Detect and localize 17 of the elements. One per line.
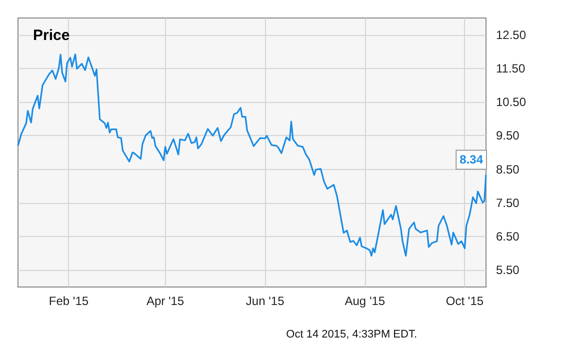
y-tick-label: 7.50 <box>496 196 520 210</box>
y-tick-label: 5.50 <box>496 263 520 278</box>
y-tick-label: 11.50 <box>496 61 526 76</box>
x-tick-label: Apr '15 <box>146 294 184 308</box>
data-label: 8.34 <box>460 152 484 167</box>
x-tick-label: Oct '15 <box>446 294 484 308</box>
x-tick-label: Jun '15 <box>246 294 285 308</box>
x-tick-label: Aug '15 <box>344 294 386 308</box>
y-tick-label: 8.50 <box>496 162 520 176</box>
x-tick-label: Feb '15 <box>48 294 89 308</box>
y-tick-label: 9.50 <box>496 128 520 143</box>
y-tick-label: 12.50 <box>496 28 526 42</box>
text: Oct 14 2015, 4:33PM EDT. <box>286 328 418 340</box>
text: Price <box>33 27 70 44</box>
line-series <box>17 54 487 257</box>
y-tick-label: 6.50 <box>496 230 520 244</box>
y-tick-label: 10.50 <box>496 95 526 110</box>
